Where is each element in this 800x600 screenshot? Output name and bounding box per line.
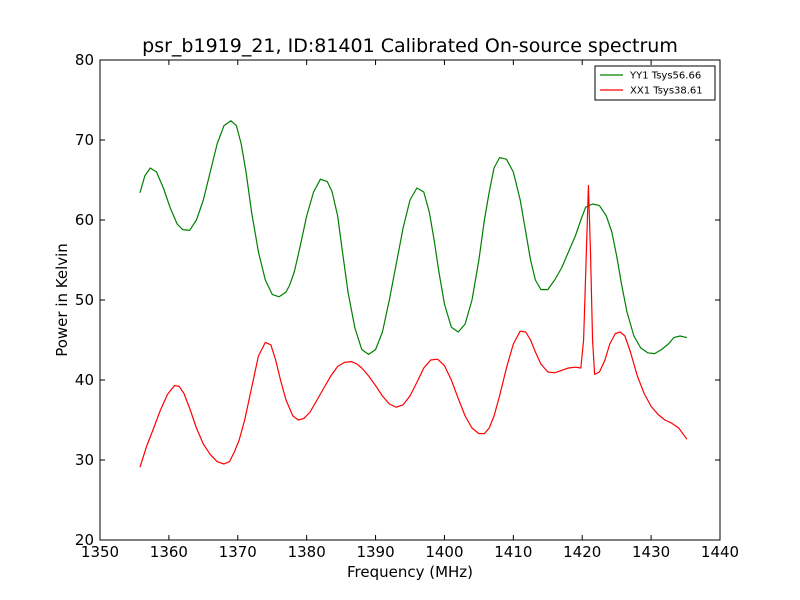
x-tick-label: 1370 <box>219 543 257 561</box>
x-tick-label: 1440 <box>701 543 739 561</box>
x-tick-label: 1430 <box>632 543 670 561</box>
y-axis-title: Power in Kelvin <box>53 243 71 357</box>
legend-box <box>594 65 716 101</box>
legend-label-yy1: YY1 Tsys56.66 <box>629 71 701 82</box>
x-axis-title: Frequency (MHz) <box>347 563 473 581</box>
y-axis: 20 30 40 50 60 70 80 <box>75 51 720 549</box>
y-tick-label: 50 <box>75 291 94 309</box>
y-tick-label: 60 <box>75 211 94 229</box>
y-tick-label: 20 <box>75 531 94 549</box>
y-tick-label: 70 <box>75 131 94 149</box>
x-tick-label: 1410 <box>494 543 532 561</box>
x-tick-label: 1380 <box>288 543 326 561</box>
x-tick-label: 1400 <box>425 543 463 561</box>
y-tick-label: 40 <box>75 371 94 389</box>
x-tick-label: 1390 <box>356 543 394 561</box>
y-tick-label: 80 <box>75 51 94 69</box>
x-tick-label: 1350 <box>81 543 119 561</box>
legend: YY1 Tsys56.66 XX1 Tsys38.61 <box>594 65 716 101</box>
x-tick-label: 1420 <box>563 543 601 561</box>
x-axis: 1350 1360 1370 1380 1390 1400 1410 1420 1430 1440 <box>81 60 739 561</box>
chart-title: psr_b1919_21, ID:81401 Calibrated On-sou… <box>142 35 678 57</box>
series-layer <box>139 120 688 468</box>
series-line-xx1 <box>139 185 688 468</box>
legend-label-xx1: XX1 Tsys38.61 <box>630 86 703 97</box>
x-tick-label: 1360 <box>150 543 188 561</box>
series-line-yy1 <box>139 120 688 355</box>
y-tick-label: 30 <box>75 451 94 469</box>
